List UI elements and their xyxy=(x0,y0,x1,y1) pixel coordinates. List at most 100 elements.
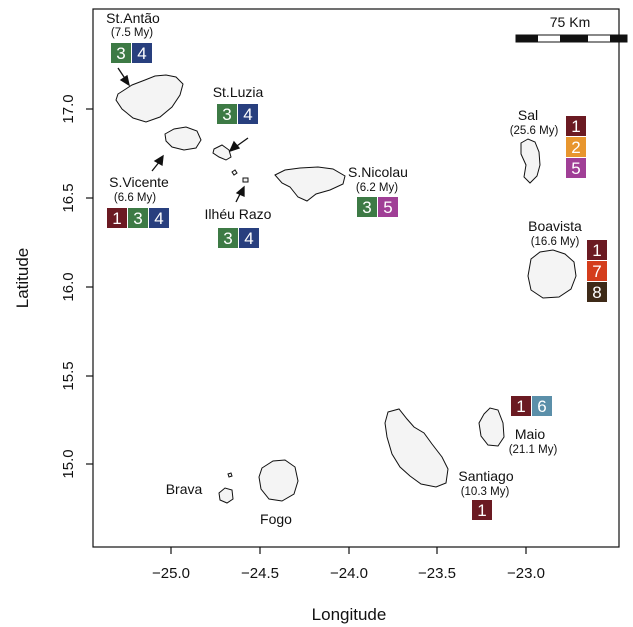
clade-badge xyxy=(218,228,238,248)
clade-badge-number: 4 xyxy=(244,229,253,248)
island-st-luzia xyxy=(212,144,232,161)
clade-badge-number: 5 xyxy=(571,159,580,178)
clade-badge xyxy=(357,197,377,217)
clade-badge-number: 4 xyxy=(137,44,146,63)
clade-badge xyxy=(238,104,258,124)
island-name-ilheu-razo: Ilhéu Razo xyxy=(205,206,272,222)
arrow-head xyxy=(153,154,164,167)
island-name-sal: Sal xyxy=(518,107,538,123)
clade-badge-number: 7 xyxy=(592,262,601,281)
island-boavista xyxy=(527,249,577,299)
clade-badge-number: 1 xyxy=(112,209,121,228)
y-axis-ticks xyxy=(86,108,93,465)
clade-badge xyxy=(107,208,127,228)
clade-badge xyxy=(239,228,259,248)
island-name-s-nicolau: S.Nicolau xyxy=(348,164,408,180)
island-name-brava: Brava xyxy=(166,481,203,497)
clade-badge xyxy=(128,208,148,228)
clade-badge-number: 3 xyxy=(133,209,142,228)
clade-badge xyxy=(111,43,131,63)
badge-group-boavista: 1 7 8 xyxy=(587,240,607,302)
y-tick-labels: 15.0 15.5 16.0 16.5 17.0 xyxy=(60,94,77,478)
x-tick-labels: −25.0 −24.5 −24.0 −23.5 −23.0 xyxy=(152,565,545,582)
clade-badge-number: 5 xyxy=(383,198,392,217)
island-age-santiago: (10.3 My) xyxy=(461,486,510,498)
x-axis-title: Longitude xyxy=(312,605,387,624)
clade-badge-number: 1 xyxy=(477,501,486,520)
y-tick-label: 17.0 xyxy=(60,94,77,123)
island-name-maio: Maio xyxy=(515,426,546,442)
y-tick-label: 15.5 xyxy=(60,361,77,390)
island-age-boavista: (16.6 My) xyxy=(531,236,580,248)
islet-brava xyxy=(227,472,233,478)
clade-badge-number: 3 xyxy=(362,198,371,217)
clade-badge-number: 1 xyxy=(516,397,525,416)
scale-bar-label: 75 Km xyxy=(550,14,590,30)
clade-badge xyxy=(378,197,398,217)
x-tick-label: −25.0 xyxy=(152,565,190,582)
clade-badge-number: 3 xyxy=(223,229,232,248)
island-age-st-antao: (7.5 My) xyxy=(111,27,153,39)
pointer-arrows xyxy=(117,67,249,203)
island-maio xyxy=(478,407,505,447)
island-sal xyxy=(520,138,541,184)
island-name-st-antao: St.Antão xyxy=(106,10,160,26)
clade-badge xyxy=(532,396,552,416)
clade-badge-number: 8 xyxy=(592,283,601,302)
clade-badge xyxy=(566,116,586,136)
clade-badge xyxy=(511,396,531,416)
clade-badge xyxy=(217,104,237,124)
island-labels: St.Antão (7.5 My) St.Luzia S.Vicente (6.… xyxy=(106,10,582,527)
island-s-vicente xyxy=(164,126,202,151)
clade-badge-number: 4 xyxy=(154,209,163,228)
islet-branco xyxy=(231,169,238,176)
arrow-head xyxy=(228,140,241,153)
clade-badge xyxy=(587,282,607,302)
x-tick-label: −23.0 xyxy=(507,565,545,582)
clade-badge-number: 4 xyxy=(243,105,252,124)
clade-badge-number: 3 xyxy=(116,44,125,63)
island-brava xyxy=(218,487,234,504)
island-s-nicolau xyxy=(274,166,346,202)
clade-badge-number: 2 xyxy=(571,138,580,157)
clade-badge xyxy=(566,137,586,157)
x-tick-label: −24.0 xyxy=(330,565,368,582)
clade-badge-number: 1 xyxy=(571,117,580,136)
y-axis-title: Latitude xyxy=(13,248,32,309)
clade-badge xyxy=(149,208,169,228)
island-name-boavista: Boavista xyxy=(528,218,582,234)
island-age-s-vicente: (6.6 My) xyxy=(114,192,156,204)
island-name-s-vicente: S.Vicente xyxy=(109,174,169,190)
island-name-santiago: Santiago xyxy=(458,468,513,484)
y-tick-label: 15.0 xyxy=(60,449,77,478)
badge-group-santiago: 1 xyxy=(472,500,492,520)
island-age-s-nicolau: (6.2 My) xyxy=(356,182,398,194)
island-name-st-luzia: St.Luzia xyxy=(213,84,264,100)
islands xyxy=(115,74,577,504)
clade-badge xyxy=(566,158,586,178)
plot-frame xyxy=(92,8,620,548)
clade-badge xyxy=(587,240,607,260)
clade-badge xyxy=(472,500,492,520)
arrow-head xyxy=(235,185,245,197)
island-name-fogo: Fogo xyxy=(260,511,292,527)
island-ilheu-razo xyxy=(242,177,249,183)
clade-badge-number: 1 xyxy=(592,241,601,260)
x-tick-label: −23.5 xyxy=(418,565,456,582)
island-st-antao xyxy=(115,74,184,123)
scale-bar: 75 Km xyxy=(515,14,628,43)
arrow-head xyxy=(119,74,130,87)
badge-group-sal: 1 2 5 xyxy=(566,116,586,178)
y-tick-label: 16.0 xyxy=(60,272,77,301)
y-tick-label: 16.5 xyxy=(60,183,77,212)
clade-badge xyxy=(132,43,152,63)
clade-badge-number: 6 xyxy=(537,397,546,416)
island-age-maio: (21.1 My) xyxy=(509,444,558,456)
